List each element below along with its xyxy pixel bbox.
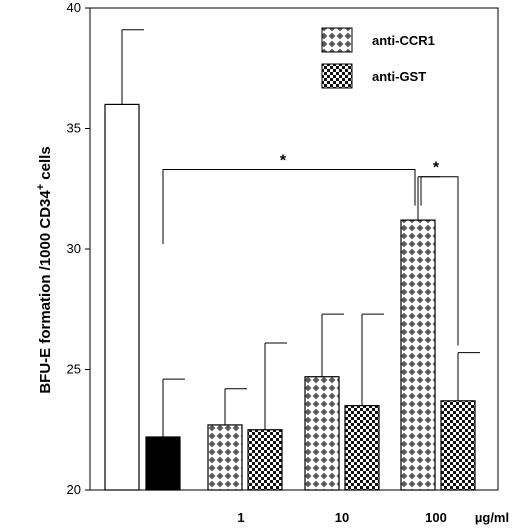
significance-brackets: * * (162, 152, 459, 346)
bracket-ccr1-vs-gst (420, 176, 459, 346)
bar-diamond-100 (400, 219, 436, 491)
y-tick-label: 20 (67, 482, 81, 497)
x-tick-label: 1 (237, 510, 244, 525)
legend-swatch-check (321, 63, 353, 89)
y-tick-label: 35 (67, 121, 81, 136)
significance-star: * (433, 160, 440, 177)
bar-diamond-1 (207, 424, 243, 491)
legend-label: anti-GST (372, 69, 426, 84)
bar-white-ctrl (104, 103, 140, 491)
bracket-control-vs-ccr1 (162, 168, 416, 245)
y-tick-label: 40 (67, 0, 81, 15)
bar-check-1 (247, 429, 283, 491)
x-unit-label: µg/ml (475, 510, 509, 525)
x-tick-label: 10 (335, 510, 349, 525)
legend-label: anti-CCR1 (372, 33, 435, 48)
axes: 20 25 30 35 40 1 10 100 (67, 0, 499, 525)
y-axis-label: BFU-E formation /1000 CD34+ cells (35, 146, 54, 393)
bar-check-100 (440, 400, 476, 491)
bars (104, 103, 476, 491)
y-tick-label: 30 (67, 241, 81, 256)
bar-diamond-10 (304, 376, 340, 491)
significance-star: * (280, 152, 287, 169)
bar-black-ctrl (145, 436, 181, 491)
error-bars (121, 29, 480, 437)
bar-check-10 (344, 405, 380, 491)
legend-swatch-diamond (321, 27, 353, 53)
plot-frame (89, 7, 499, 491)
y-tick-label: 25 (67, 362, 81, 377)
x-tick-label: 100 (425, 510, 447, 525)
legend: anti-CCR1 anti-GST (321, 27, 435, 89)
